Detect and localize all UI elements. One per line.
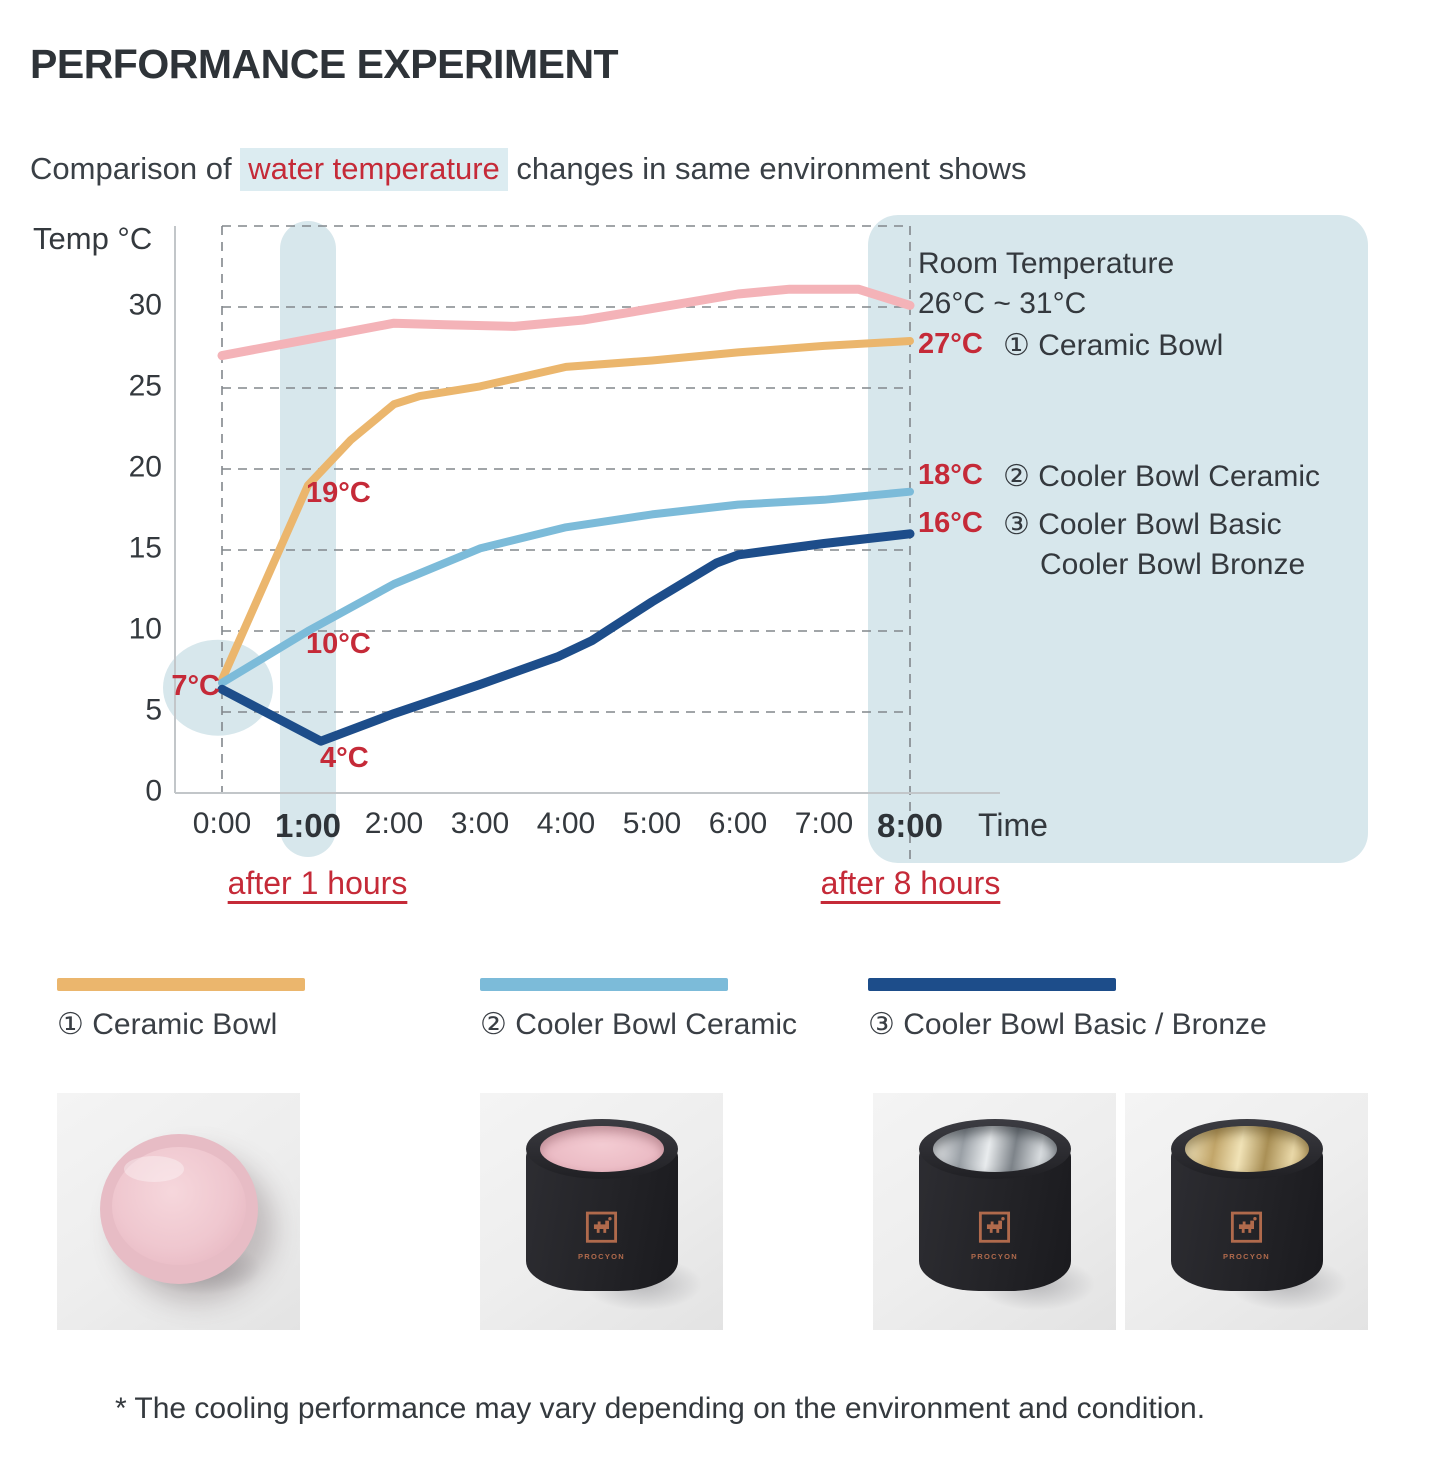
temperature-chart: Temp °C 0 5 10 15 20 25 30 0:00 1:00 2:00 3:00 4:0…: [0, 215, 1445, 935]
brand-logo: PROCYON: [1223, 1211, 1270, 1261]
pink-insert: [539, 1126, 664, 1172]
legend-label: ① Ceramic Bowl: [57, 1008, 278, 1041]
product-photo-cooler-bowl-ceramic: PROCYON: [480, 1093, 723, 1330]
y-tick-label: 10: [128, 612, 162, 646]
legend-item-cooler-bowl-ceramic: ② Cooler Bowl Ceramic: [480, 978, 797, 1042]
legend-color-bar-cooler-ceramic: [480, 978, 728, 991]
x-tick-label: 2:00: [364, 807, 424, 840]
chart-subtitle: Comparison of water temperature changes …: [30, 148, 1027, 191]
bowl-rim: [1170, 1119, 1323, 1179]
subtitle-prefix: Comparison of: [30, 151, 241, 186]
subtitle-highlight: water temperature: [240, 148, 508, 191]
y-axis-title: Temp °C: [33, 221, 153, 256]
product-photo-cooler-bowl-basic: PROCYON: [873, 1093, 1116, 1330]
page-title: PERFORMANCE EXPERIMENT: [30, 41, 619, 88]
x-axis-title: Time: [978, 807, 1048, 843]
x-tick-label: 3:00: [450, 807, 510, 840]
legend-label: ③ Cooler Bowl Basic / Bronze: [868, 1008, 1267, 1041]
product-photo-ceramic-bowl: [57, 1093, 300, 1330]
series-line-room-temperature: [217, 284, 915, 361]
procyon-dog-logo-icon: [1230, 1211, 1263, 1243]
annotation-ceramic-final: 27°C: [918, 328, 983, 360]
subtitle-suffix: changes in same environment shows: [507, 151, 1027, 186]
cooler-bowl-bronze-image: PROCYON: [1170, 1119, 1323, 1297]
procyon-dog-logo-icon: [585, 1211, 618, 1243]
legend-item-cooler-bowl-basic-bronze: ③ Cooler Bowl Basic / Bronze: [868, 978, 1267, 1042]
annotation-ceramic-1h: 19°C: [306, 477, 371, 509]
x-tick-label: 4:00: [536, 807, 596, 840]
legend-color-bar-ceramic: [57, 978, 305, 991]
cooler-bowl-basic-image: PROCYON: [918, 1119, 1071, 1297]
annotation-cooler-ceramic-final: 18°C: [918, 459, 983, 491]
x-tick-label: 6:00: [708, 807, 768, 840]
annotation-cooler-basic-1h: 4°C: [320, 742, 369, 774]
x-tick-label: 7:00: [794, 807, 854, 840]
brand-logo-text: PROCYON: [1222, 1252, 1271, 1261]
brand-logo: PROCYON: [971, 1211, 1018, 1261]
legend-color-bar-cooler-basic: [868, 978, 1116, 991]
x-tick-label: 0:00: [192, 807, 252, 840]
bronze-insert: [1184, 1126, 1309, 1172]
panel-room-temperature-range: 26°C ~ 31°C: [918, 287, 1087, 320]
product-photo-cooler-bowl-bronze: PROCYON: [1125, 1093, 1368, 1330]
legend-label: ② Cooler Bowl Ceramic: [480, 1008, 797, 1041]
pink-ceramic-bowl-image: [99, 1133, 258, 1284]
footnote: * The cooling performance may vary depen…: [114, 1392, 1206, 1425]
x-tick-label: 1:00: [274, 807, 342, 844]
after-8-hours-label: after 8 hours: [820, 865, 1001, 901]
brand-logo-text: PROCYON: [577, 1252, 626, 1261]
y-tick-label: 0: [145, 774, 162, 808]
panel-cooler-bowl-ceramic-label: ② Cooler Bowl Ceramic: [1003, 460, 1320, 493]
result-panel: [868, 215, 1368, 863]
stainless-insert: [932, 1126, 1057, 1172]
x-tick-label: 5:00: [622, 807, 682, 840]
brand-logo: PROCYON: [578, 1211, 625, 1261]
panel-room-temperature-label: Room Temperature: [918, 247, 1175, 280]
y-tick-label: 5: [145, 693, 162, 727]
legend-item-ceramic-bowl: ① Ceramic Bowl: [57, 978, 305, 1042]
procyon-dog-logo-icon: [978, 1211, 1011, 1243]
after-1-hours-label: after 1 hours: [227, 865, 408, 901]
y-tick-label: 25: [128, 369, 162, 403]
annotation-start-temp: 7°C: [171, 670, 220, 702]
panel-ceramic-bowl-label: ① Ceramic Bowl: [1003, 329, 1224, 362]
annotation-cooler-ceramic-1h: 10°C: [306, 628, 371, 660]
cooler-bowl-ceramic-image: PROCYON: [525, 1119, 678, 1297]
panel-cooler-bowl-bronze-label: Cooler Bowl Bronze: [1040, 548, 1306, 581]
y-tick-label: 20: [128, 450, 162, 484]
y-tick-label: 15: [128, 531, 162, 565]
x-tick-label: 8:00: [876, 807, 944, 844]
bowl-rim: [525, 1119, 678, 1179]
brand-logo-text: PROCYON: [970, 1252, 1019, 1261]
bowl-rim: [918, 1119, 1071, 1179]
annotation-cooler-basic-final: 16°C: [918, 507, 983, 539]
y-tick-label: 30: [128, 288, 162, 322]
panel-cooler-bowl-basic-label: ③ Cooler Bowl Basic: [1003, 508, 1282, 541]
